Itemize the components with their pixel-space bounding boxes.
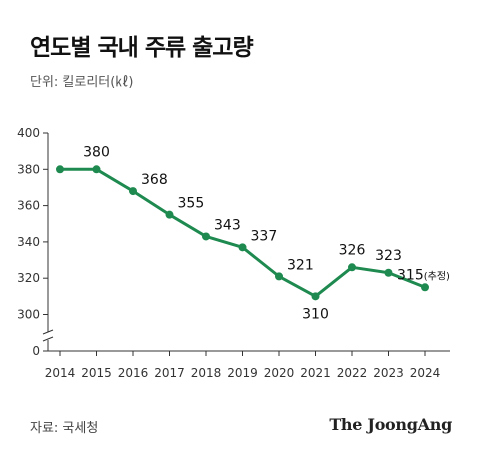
- x-tick-label: 2023: [373, 366, 404, 380]
- x-tick-label: 2016: [118, 366, 149, 380]
- y-tick-label: 340: [17, 235, 40, 249]
- data-point: [348, 263, 356, 272]
- data-point: [421, 283, 429, 292]
- data-label: 321: [287, 257, 314, 273]
- data-label: 310: [302, 306, 329, 322]
- data-point: [311, 292, 320, 301]
- axis-break-mark: [42, 329, 54, 335]
- x-tick-label: 2024: [410, 366, 441, 380]
- data-point: [238, 243, 247, 252]
- data-point: [384, 268, 393, 277]
- data-point: [275, 272, 283, 281]
- data-point: [56, 165, 64, 174]
- x-tick-label: 2019: [227, 366, 258, 380]
- estimate-annotation: (추정): [424, 270, 450, 282]
- data-label: 355: [178, 196, 205, 212]
- unit-label: 단위: 킬로리터(㎘): [30, 75, 134, 90]
- data-label: 323: [375, 248, 402, 264]
- x-tick-label: 2014: [45, 366, 76, 380]
- data-label: 337: [251, 228, 278, 244]
- publisher-logo: The JoongAng: [329, 415, 452, 434]
- y-tick-label: 380: [17, 162, 40, 176]
- data-label: 343: [214, 217, 241, 233]
- data-point: [165, 210, 174, 219]
- x-tick-label: 2015: [81, 366, 112, 380]
- x-tick-label: 2022: [337, 366, 368, 380]
- y-tick-label: 320: [17, 271, 40, 285]
- x-tick-label: 2021: [300, 366, 331, 380]
- series-line: [60, 167, 426, 298]
- y-tick-label: 300: [17, 308, 40, 322]
- source-label: 자료: 국세청: [30, 421, 99, 436]
- data-label: 368: [141, 172, 168, 188]
- y-tick-label: 400: [17, 126, 40, 140]
- chart-title: 연도별 국내 주류 출고량: [30, 35, 254, 61]
- y-tick-label: 360: [17, 199, 40, 213]
- data-label: 380: [83, 144, 110, 160]
- y-tick-label: 0: [32, 344, 40, 358]
- data-label: 326: [339, 242, 366, 258]
- data-point: [129, 187, 137, 196]
- data-label: 315(추정): [397, 267, 450, 283]
- data-point: [202, 232, 210, 241]
- axis-break-mark: [42, 336, 54, 342]
- x-tick-label: 2018: [191, 366, 222, 380]
- data-point: [92, 165, 101, 174]
- x-tick-label: 2017: [154, 366, 185, 380]
- x-tick-label: 2020: [264, 366, 295, 380]
